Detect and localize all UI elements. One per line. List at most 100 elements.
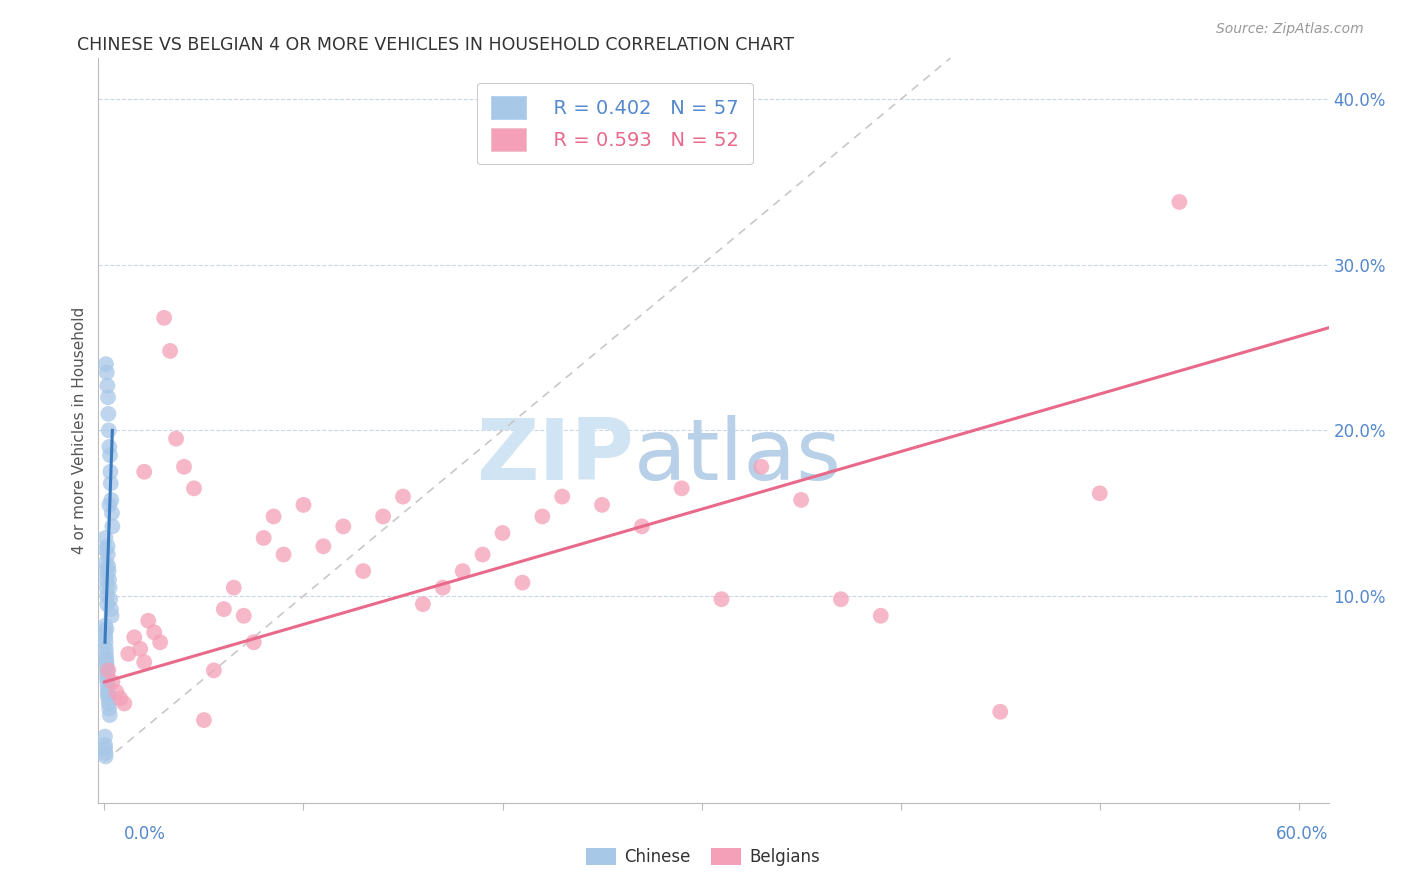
- Point: [253, 531, 276, 545]
- Point: [94, 357, 117, 371]
- Point: [96, 573, 118, 587]
- Text: CHINESE VS BELGIAN 4 OR MORE VEHICLES IN HOUSEHOLD CORRELATION CHART: CHINESE VS BELGIAN 4 OR MORE VEHICLES IN…: [77, 36, 794, 54]
- Point: [412, 597, 434, 611]
- Point: [242, 635, 264, 649]
- Point: [591, 498, 613, 512]
- Point: [94, 531, 117, 545]
- Point: [98, 448, 121, 462]
- Point: [96, 655, 118, 669]
- Point: [631, 519, 654, 533]
- Point: [392, 490, 415, 504]
- Text: ZIP: ZIP: [475, 415, 634, 498]
- Point: [531, 509, 554, 524]
- Text: 60.0%: 60.0%: [1277, 825, 1329, 843]
- Point: [96, 622, 118, 636]
- Point: [869, 608, 891, 623]
- Point: [94, 741, 117, 756]
- Point: [332, 519, 354, 533]
- Point: [988, 705, 1011, 719]
- Point: [710, 592, 733, 607]
- Text: atlas: atlas: [634, 415, 842, 498]
- Point: [94, 746, 117, 760]
- Point: [129, 641, 152, 656]
- Point: [97, 664, 120, 678]
- Point: [112, 697, 135, 711]
- Point: [94, 556, 117, 570]
- Point: [671, 481, 693, 495]
- Point: [105, 685, 128, 699]
- Point: [183, 481, 205, 495]
- Point: [173, 459, 195, 474]
- Point: [96, 564, 118, 578]
- Point: [551, 490, 574, 504]
- Text: 0.0%: 0.0%: [124, 825, 166, 843]
- Point: [1168, 194, 1191, 209]
- Point: [749, 459, 772, 474]
- Point: [97, 697, 120, 711]
- Point: [96, 597, 118, 611]
- Point: [830, 592, 852, 607]
- Point: [97, 685, 120, 699]
- Point: [165, 432, 187, 446]
- Point: [371, 509, 394, 524]
- Point: [471, 548, 494, 562]
- Point: [98, 592, 121, 607]
- Point: [97, 539, 120, 553]
- Point: [292, 498, 315, 512]
- Point: [96, 668, 118, 682]
- Point: [96, 672, 118, 686]
- Point: [94, 641, 117, 656]
- Point: [96, 378, 118, 392]
- Point: [96, 658, 118, 673]
- Point: [232, 608, 254, 623]
- Point: [100, 492, 122, 507]
- Point: [153, 310, 176, 325]
- Point: [97, 407, 120, 421]
- Point: [97, 548, 120, 562]
- Point: [136, 614, 159, 628]
- Point: [352, 564, 374, 578]
- Point: [97, 688, 120, 702]
- Point: [101, 506, 124, 520]
- Point: [96, 589, 118, 603]
- Point: [193, 713, 215, 727]
- Point: [159, 343, 181, 358]
- Point: [100, 602, 122, 616]
- Point: [97, 390, 120, 404]
- Point: [96, 664, 118, 678]
- Point: [512, 575, 534, 590]
- Point: [97, 680, 120, 694]
- Point: [110, 691, 132, 706]
- Point: [94, 630, 117, 644]
- Point: [134, 655, 156, 669]
- Y-axis label: 4 or more Vehicles in Household: 4 or more Vehicles in Household: [72, 307, 87, 554]
- Point: [312, 539, 335, 553]
- Point: [96, 675, 118, 690]
- Point: [143, 625, 166, 640]
- Point: [96, 581, 118, 595]
- Point: [101, 519, 124, 533]
- Point: [94, 647, 117, 661]
- Point: [149, 635, 172, 649]
- Point: [98, 498, 121, 512]
- Point: [94, 625, 117, 640]
- Point: [94, 730, 117, 744]
- Point: [101, 675, 124, 690]
- Point: [98, 701, 121, 715]
- Point: [98, 708, 121, 723]
- Point: [432, 581, 454, 595]
- Point: [97, 691, 120, 706]
- Point: [94, 749, 117, 764]
- Point: [212, 602, 235, 616]
- Point: [451, 564, 474, 578]
- Legend:   R = 0.402   N = 57,   R = 0.593   N = 52: R = 0.402 N = 57, R = 0.593 N = 52: [477, 83, 752, 164]
- Point: [98, 465, 121, 479]
- Point: [97, 559, 120, 574]
- Point: [98, 440, 121, 454]
- Legend: Chinese, Belgians: Chinese, Belgians: [579, 841, 827, 873]
- Point: [96, 366, 118, 380]
- Point: [134, 465, 156, 479]
- Point: [222, 581, 245, 595]
- Point: [98, 581, 121, 595]
- Point: [790, 492, 813, 507]
